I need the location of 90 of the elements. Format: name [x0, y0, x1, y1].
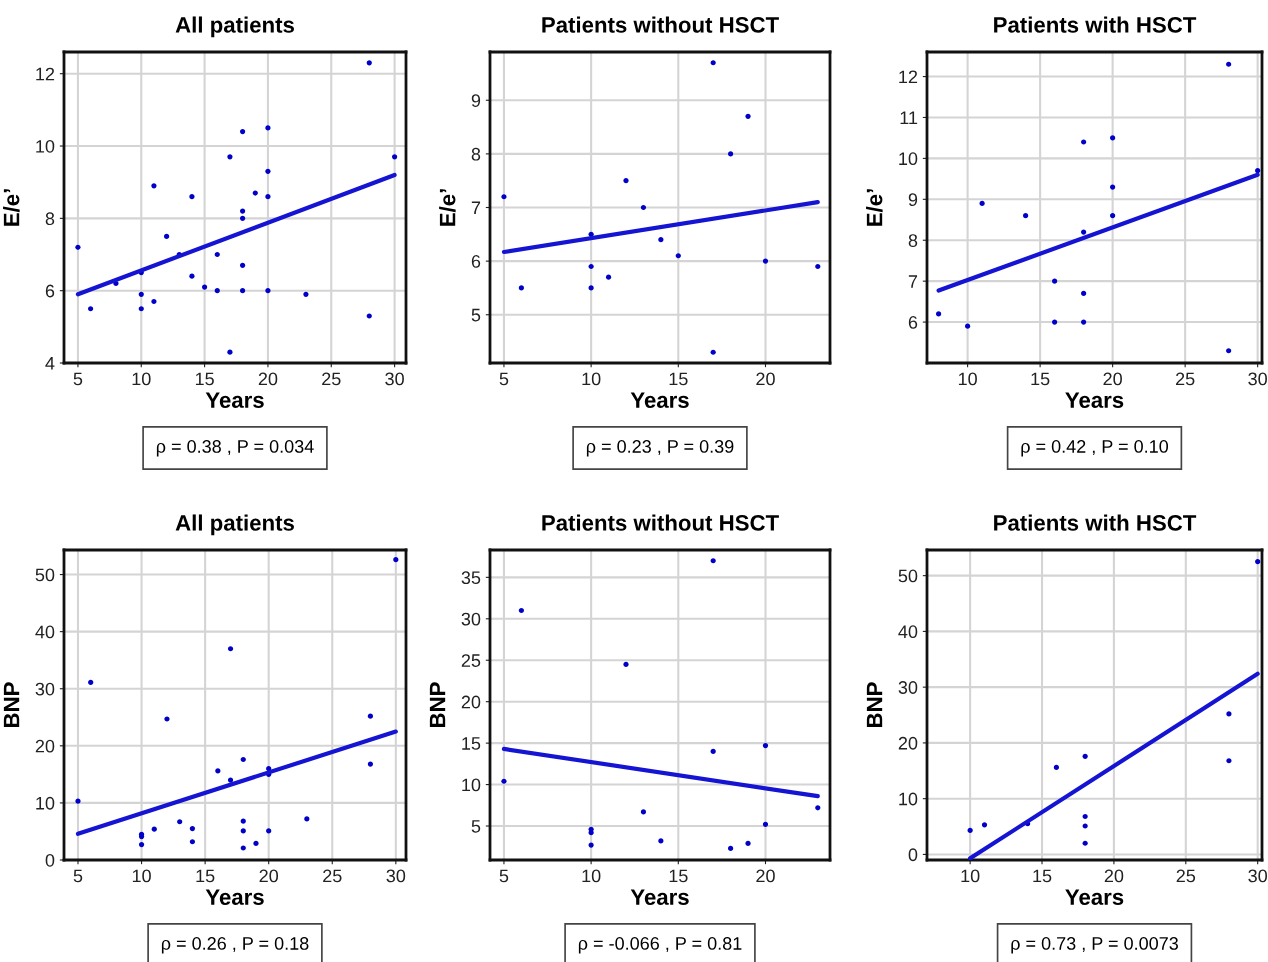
x-tick-label: 20	[1104, 869, 1124, 883]
y-axis-title: BNP	[866, 682, 883, 727]
y-tick-label: 20	[35, 739, 55, 753]
x-axis-title: Years	[205, 889, 264, 905]
x-tick-label: 5	[73, 372, 83, 386]
x-tick-label: 10	[958, 372, 977, 386]
y-tick-label: 10	[899, 792, 918, 806]
y-tick-label: 8	[45, 212, 55, 226]
y-tick-label: 12	[899, 70, 918, 84]
y-tick-label: 20	[461, 695, 481, 709]
x-tick-label: 25	[323, 869, 342, 883]
text: ρ = 0.42 , P = 0.10	[1021, 440, 1169, 457]
text: ρ = -0.066 , P = 0.81	[578, 937, 742, 954]
y-axis-title: BNP	[3, 682, 20, 727]
y-tick-label: 30	[461, 612, 481, 626]
y-tick-label: 7	[908, 275, 918, 288]
y-tick-label: 11	[900, 111, 918, 125]
text: ρ = 0.73 , P = 0.0073	[1011, 937, 1178, 954]
x-tick-label: 25	[1176, 869, 1196, 883]
y-tick-label: 15	[462, 737, 481, 750]
chart-title: Patients with HSCT	[994, 514, 1197, 531]
chart-title: All patients	[175, 514, 294, 536]
y-tick-label: 0	[45, 853, 55, 867]
y-tick-label: 10	[36, 796, 55, 810]
x-tick-label: 20	[756, 869, 775, 883]
x-tick-label: 5	[499, 372, 509, 386]
y-axis-title: E/e’	[866, 189, 883, 226]
y-tick-label: 7	[471, 201, 481, 215]
x-tick-label: 20	[1103, 372, 1122, 386]
x-tick-label: 25	[322, 372, 341, 386]
x-tick-label: 30	[386, 869, 406, 883]
text: ρ = 0.26 , P = 0.18	[161, 937, 309, 954]
x-tick-label: 5	[73, 869, 83, 883]
x-tick-label: 10	[961, 869, 980, 883]
y-tick-label: 30	[35, 682, 55, 696]
x-axis-title: Years	[205, 392, 264, 408]
x-tick-label: 20	[258, 372, 278, 386]
x-tick-label: 15	[669, 869, 688, 883]
x-tick-label: 25	[1176, 372, 1195, 386]
y-tick-label: 5	[471, 308, 481, 322]
y-tick-label: 9	[908, 193, 918, 207]
y-tick-label: 50	[35, 568, 55, 582]
x-tick-label: 15	[669, 372, 688, 386]
y-tick-label: 6	[471, 255, 481, 268]
y-tick-label: 8	[908, 234, 918, 247]
x-tick-label: 30	[1248, 372, 1267, 386]
x-tick-label: 5	[499, 869, 509, 883]
x-tick-label: 10	[582, 372, 601, 386]
chart-title: All patients	[175, 16, 294, 38]
x-tick-label: 15	[1031, 372, 1050, 386]
x-tick-label: 30	[385, 372, 404, 386]
y-tick-label: 9	[471, 94, 481, 107]
chart-title: Patients without HSCT	[542, 514, 779, 531]
y-tick-label: 8	[471, 147, 481, 161]
x-tick-label: 15	[196, 869, 215, 883]
x-tick-label: 30	[1248, 869, 1268, 883]
x-tick-label: 20	[259, 869, 279, 883]
x-tick-label: 10	[132, 869, 151, 883]
chart-title: Patients with HSCT	[994, 16, 1197, 33]
x-tick-label: 20	[756, 372, 775, 386]
y-tick-label: 25	[461, 654, 481, 667]
y-tick-label: 6	[908, 316, 918, 329]
y-tick-label: 6	[45, 284, 55, 298]
x-tick-label: 10	[582, 869, 601, 883]
text: ρ = 0.38 , P = 0.034	[156, 440, 314, 457]
y-axis-title: E/e’	[439, 189, 456, 226]
y-tick-label: 4	[45, 357, 55, 370]
y-tick-label: 5	[471, 820, 481, 833]
y-tick-label: 10	[462, 778, 481, 792]
y-axis-title: BNP	[429, 682, 446, 727]
y-tick-label: 40	[898, 625, 918, 639]
y-tick-label: 12	[36, 67, 55, 81]
x-tick-label: 15	[1033, 869, 1052, 883]
x-tick-label: 15	[195, 372, 214, 386]
y-tick-label: 0	[908, 848, 918, 862]
y-tick-label: 50	[898, 569, 918, 583]
y-tick-label: 10	[899, 152, 918, 166]
text: ρ = 0.23 , P = 0.39	[586, 440, 734, 457]
y-tick-label: 40	[35, 625, 55, 639]
y-tick-label: 10	[36, 139, 55, 153]
y-axis-title: E/e’	[3, 189, 20, 226]
x-tick-label: 10	[132, 372, 151, 386]
x-axis-title: Years	[630, 392, 689, 408]
chart-title: Patients without HSCT	[542, 16, 779, 33]
x-axis-title: Years	[630, 889, 689, 905]
x-axis-title: Years	[1065, 889, 1124, 905]
x-axis-title: Years	[1065, 392, 1124, 408]
y-tick-label: 35	[461, 571, 481, 585]
y-tick-label: 20	[898, 736, 918, 750]
y-tick-label: 30	[898, 681, 918, 694]
